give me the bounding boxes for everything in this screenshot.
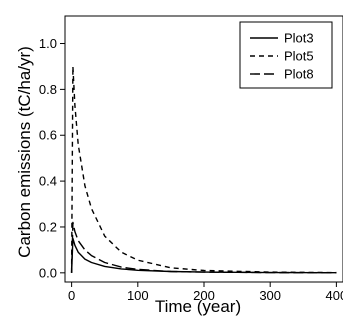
series-line-plot5: [70, 65, 337, 274]
x-tick-label: 400: [326, 288, 343, 303]
y-axis: 0.0 0.2 0.4 0.6 0.8 1.0: [39, 36, 65, 280]
legend: Plot3 Plot5 Plot8: [239, 21, 333, 89]
series-layer: [70, 65, 337, 274]
legend-box: [239, 21, 333, 89]
y-tick-label: 0.0: [39, 265, 57, 280]
y-tick-label: 0.2: [39, 219, 57, 234]
x-tick-label: 200: [193, 288, 215, 303]
legend-label-plot3: Plot3: [284, 31, 314, 46]
x-axis-title: Time (year): [155, 297, 241, 316]
x-tick-label: 0: [68, 288, 75, 303]
series-line-plot8: [70, 221, 337, 274]
y-tick-label: 0.6: [39, 128, 57, 143]
y-axis-title: Carbon emissions (tC/ha/yr): [15, 46, 34, 258]
series-line-plot3: [70, 237, 337, 274]
y-tick-label: 0.4: [39, 174, 57, 189]
y-tick-label: 0.8: [39, 82, 57, 97]
x-tick-label: 100: [127, 288, 149, 303]
x-tick-label: 300: [259, 288, 281, 303]
y-tick-label: 1.0: [39, 36, 57, 51]
legend-label-plot5: Plot5: [284, 49, 314, 64]
legend-label-plot8: Plot8: [284, 67, 314, 82]
x-axis: 0 100 200 300 400: [68, 282, 343, 303]
